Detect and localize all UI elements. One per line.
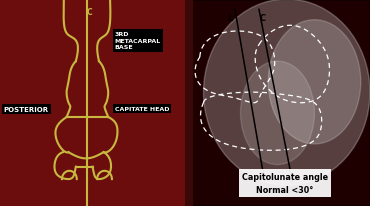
Text: 3RD
METACARPAL
BASE: 3RD METACARPAL BASE bbox=[115, 32, 161, 50]
Ellipse shape bbox=[240, 62, 314, 165]
Text: L: L bbox=[227, 14, 232, 23]
Ellipse shape bbox=[268, 21, 361, 144]
Text: CAPITATE HEAD: CAPITATE HEAD bbox=[115, 107, 169, 112]
Text: Capitolunate angle
Normal <30°: Capitolunate angle Normal <30° bbox=[242, 173, 328, 194]
Bar bbox=[185, 0, 192, 206]
Text: POSTERIOR: POSTERIOR bbox=[4, 106, 49, 112]
Text: C: C bbox=[87, 8, 92, 17]
Ellipse shape bbox=[204, 0, 370, 185]
Text: C: C bbox=[260, 14, 266, 23]
